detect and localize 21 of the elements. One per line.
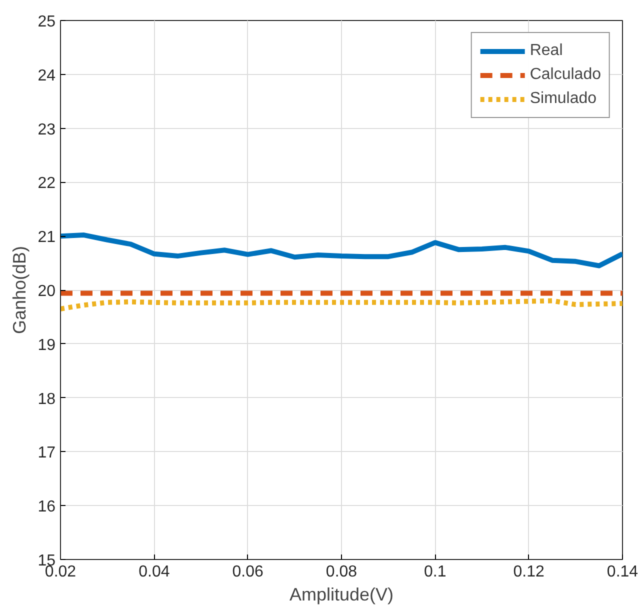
y-axis-title: Ganho(dB) (10, 246, 30, 334)
y-tick-label: 21 (38, 229, 56, 246)
legend-label: Calculado (530, 66, 601, 84)
x-tick-label: 0.1 (424, 564, 446, 580)
y-tick-label: 17 (38, 444, 56, 462)
y-tick-label: 22 (38, 175, 56, 192)
y-tick-label: 24 (38, 67, 56, 84)
x-axis-title: Amplitude(V) (289, 584, 394, 604)
y-tick-label: 20 (38, 283, 56, 300)
x-tick-label: 0.14 (606, 564, 638, 580)
y-tick-label: 16 (38, 498, 56, 516)
y-tick-label: 23 (38, 121, 56, 138)
legend-label: Real (530, 42, 563, 60)
x-tick-label: 0.06 (232, 564, 264, 580)
y-tick-label: 18 (38, 390, 56, 408)
y-tick-label: 25 (38, 14, 56, 30)
y-tick-label: 19 (38, 336, 56, 354)
legend-label: Simulado (530, 90, 597, 108)
x-tick-label: 0.08 (326, 564, 358, 580)
x-tick-label: 0.04 (138, 564, 170, 580)
x-tick-label: 0.12 (513, 564, 545, 580)
